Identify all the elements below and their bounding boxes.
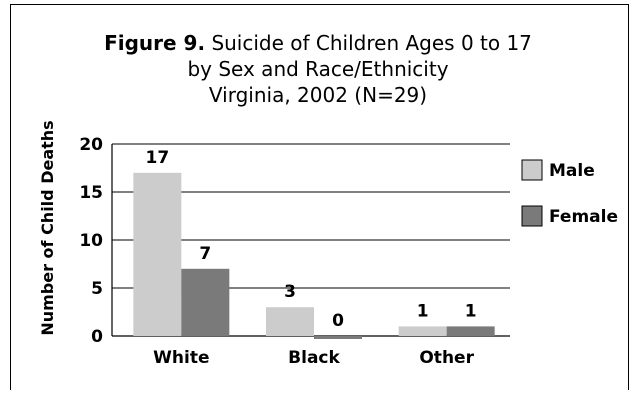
bar-female-black bbox=[314, 336, 362, 339]
chart-title: Figure 9. Suicide of Children Ages 0 to … bbox=[0, 30, 636, 108]
figure-number: Figure 9. bbox=[104, 31, 206, 55]
legend-swatch-female bbox=[521, 205, 543, 227]
data-label: 1 bbox=[417, 301, 429, 321]
x-tick-label: Black bbox=[288, 348, 340, 368]
x-tick-label: White bbox=[153, 348, 209, 368]
bar-female-other bbox=[446, 326, 495, 336]
bar-male-white bbox=[133, 172, 182, 336]
title-line-1: Figure 9. Suicide of Children Ages 0 to … bbox=[0, 30, 636, 56]
y-axis-title: Number of Child Deaths bbox=[38, 120, 57, 335]
data-label: 17 bbox=[145, 148, 169, 168]
data-label: 3 bbox=[284, 282, 296, 302]
y-tick-label: 10 bbox=[79, 231, 103, 251]
title-line-3: Virginia, 2002 (N=29) bbox=[208, 83, 428, 107]
legend-label: Male bbox=[549, 161, 595, 181]
x-tick-label: Other bbox=[419, 348, 474, 368]
bar-male-other bbox=[398, 326, 447, 336]
data-label: 1 bbox=[465, 301, 477, 321]
legend-swatch-male bbox=[521, 159, 543, 181]
y-tick-label: 0 bbox=[91, 327, 103, 347]
title-line-2: by Sex and Race/Ethnicity bbox=[187, 57, 449, 81]
data-label: 0 bbox=[332, 311, 344, 331]
data-label: 7 bbox=[199, 244, 211, 264]
legend-label: Female bbox=[549, 207, 618, 227]
y-tick-label: 5 bbox=[91, 279, 103, 299]
figure-frame bbox=[10, 4, 629, 390]
y-tick-label: 15 bbox=[79, 183, 103, 203]
y-tick-label: 20 bbox=[79, 135, 103, 155]
bar-male-black bbox=[266, 307, 314, 336]
bar-female-white bbox=[181, 268, 230, 336]
title-text-1: Suicide of Children Ages 0 to 17 bbox=[211, 31, 532, 55]
